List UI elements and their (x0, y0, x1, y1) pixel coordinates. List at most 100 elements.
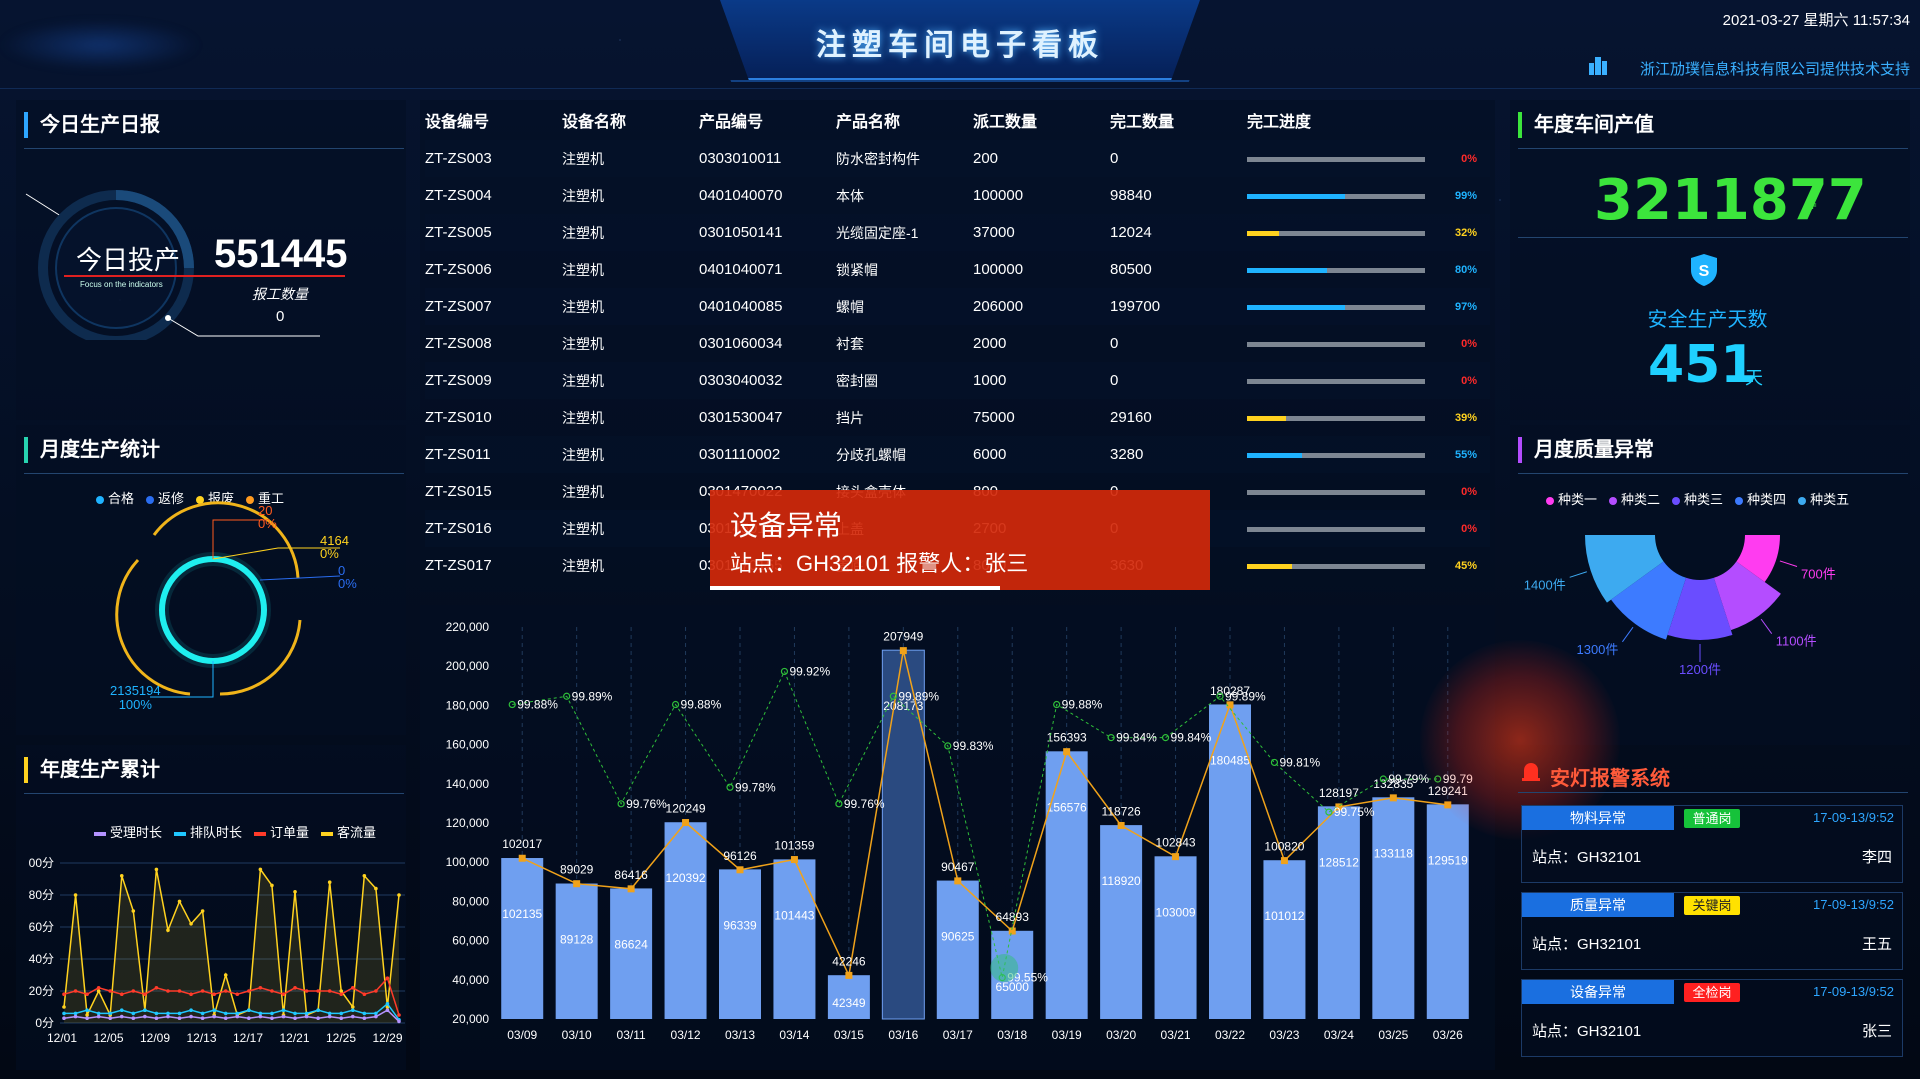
column-header[interactable]: 派工数量 (973, 114, 1038, 131)
queue-time-line-point (327, 1011, 332, 1016)
table-row[interactable]: ZT-ZS004 注塑机 0401040070 本体 100000 98840 99% (425, 177, 1490, 214)
rose-slice[interactable] (1611, 561, 1687, 640)
order-line-point (339, 992, 344, 996)
bar[interactable] (610, 888, 653, 1019)
order-line-point (189, 992, 193, 996)
line-point (1335, 803, 1343, 811)
cell-name: 注塑机 (562, 510, 699, 547)
customer-flow-line-point (177, 899, 182, 904)
legend-item[interactable]: 种类五 (1798, 489, 1849, 508)
bar[interactable] (1045, 751, 1088, 1019)
bar[interactable] (1100, 825, 1143, 1019)
table-row[interactable]: ZT-ZS011 注塑机 0301110002 分歧孔螺帽 6000 3280 55% (425, 436, 1490, 473)
line-value-label: 120249 (666, 802, 706, 816)
bar[interactable] (1372, 797, 1415, 1019)
progress-percent: 99% (1454, 190, 1477, 203)
order-line-point (247, 989, 251, 993)
header-divider (0, 88, 1920, 89)
x-tick-label: 03/22 (1215, 1028, 1245, 1042)
table-row[interactable]: ZT-ZS005 注塑机 0301050141 光缆固定座-1 37000 12024 32… (425, 214, 1490, 251)
legend-item[interactable]: 受理时长 (94, 822, 162, 841)
alarm-light-icon (1522, 763, 1540, 781)
bar-value-label: 120392 (666, 871, 706, 885)
queue-time-line-point (339, 1011, 344, 1016)
legend-item[interactable]: 种类三 (1672, 489, 1723, 508)
bar[interactable] (1317, 806, 1360, 1019)
cell-plan: 75000 (973, 409, 1015, 426)
svg-text:S: S (1699, 263, 1710, 280)
column-header[interactable]: 设备名称 (562, 114, 627, 131)
legend-item[interactable]: 种类二 (1609, 489, 1660, 508)
column-header[interactable]: 完工数量 (1110, 114, 1175, 131)
column-header[interactable]: 设备编号 (425, 114, 490, 131)
queue-time-line-point (270, 1011, 274, 1016)
legend-item[interactable]: 订单量 (254, 822, 309, 841)
bar[interactable] (664, 822, 707, 1019)
bar[interactable] (1154, 856, 1197, 1019)
alarm-card[interactable]: 物料异常 普通岗 17-09-13/9:52 站点：GH32101 李四 (1521, 805, 1903, 883)
legend-item[interactable]: 客流量 (321, 822, 376, 841)
bar[interactable] (501, 858, 544, 1019)
column-header[interactable]: 产品编号 (699, 114, 764, 131)
bar[interactable] (773, 859, 816, 1019)
cell-plan: 100000 (973, 187, 1024, 204)
bar[interactable] (1263, 860, 1306, 1019)
alarm-type: 质量异常 (1522, 893, 1674, 917)
legend-item[interactable]: 合格 (96, 488, 134, 507)
yield-label: 99.89% (572, 689, 613, 703)
monthly-title: 月度生产统计 (24, 437, 406, 463)
table-row[interactable]: ZT-ZS008 注塑机 0301060034 衬套 2000 0 0% (425, 325, 1490, 362)
table-row[interactable]: ZT-ZS010 注塑机 0301530047 挡片 75000 29160 39% (425, 399, 1490, 436)
queue-time-line-point (62, 1011, 66, 1016)
bar[interactable] (827, 975, 870, 1019)
bar[interactable] (719, 869, 761, 1019)
bar[interactable] (555, 883, 598, 1019)
rose-slice[interactable] (1736, 535, 1780, 583)
cell-id: ZT-ZS006 (425, 261, 492, 278)
legend-item[interactable]: 种类一 (1546, 489, 1597, 508)
table-row[interactable]: ZT-ZS003 注塑机 0303010011 防水密封构件 200 0 0% (425, 140, 1490, 177)
y-tick-label: 40分 (29, 952, 54, 966)
alarm-person: 张三 (1861, 1023, 1892, 1040)
rose-slice[interactable] (1667, 577, 1733, 640)
cell-product: 光缆固定座-1 (836, 214, 973, 251)
line-point (954, 877, 962, 885)
monthly-label-c: 0 0% (338, 564, 357, 590)
cell-progress: 99% (1247, 177, 1490, 214)
table-row[interactable]: ZT-ZS007 注塑机 0401040085 螺帽 206000 199700 97% (425, 288, 1490, 325)
alert-popup[interactable]: 设备异常 站点：GH32101 报警人：张三 (710, 490, 1210, 590)
table-row[interactable]: ZT-ZS009 注塑机 0303040032 密封圈 1000 0 0% (425, 362, 1490, 399)
quality-title-line (1518, 473, 1908, 474)
rose-slice[interactable] (1713, 561, 1781, 631)
bar[interactable] (1426, 804, 1469, 1019)
column-header[interactable]: 完工进度 (1247, 114, 1312, 131)
rose-label: 1200件 (1679, 662, 1721, 677)
column-header[interactable]: 产品名称 (836, 114, 901, 131)
y-tick-label: 40,000 (452, 973, 489, 987)
legend-marker (254, 831, 267, 836)
legend-item[interactable]: 重工 (246, 488, 284, 507)
andon-title: 安灯报警系统 (1550, 768, 1670, 790)
line-point (736, 866, 744, 874)
customer-flow-line-point (200, 909, 205, 913)
handle-time-line (63, 1009, 400, 1022)
legend-item[interactable]: 种类四 (1735, 489, 1786, 508)
legend-marker (96, 495, 104, 504)
bar[interactable] (936, 880, 979, 1019)
order-line-point (143, 992, 147, 996)
handle-time-line-point (223, 1016, 228, 1020)
legend-item[interactable]: 返修 (146, 488, 184, 507)
alarm-card[interactable]: 质量异常 关键岗 17-09-13/9:52 站点：GH32101 王五 (1521, 892, 1903, 970)
line-point (790, 856, 798, 864)
alarm-card[interactable]: 设备异常 全检岗 17-09-13/9:52 站点：GH32101 张三 (1521, 979, 1903, 1057)
yield-label: 99.81% (1279, 755, 1320, 769)
rose-slice[interactable] (1585, 535, 1664, 603)
year-output-unit: ¥ (1808, 196, 1817, 213)
table-row[interactable]: ZT-ZS006 注塑机 0401040071 锁紧帽 100000 80500 80% (425, 251, 1490, 288)
line-value-label: 86416 (614, 868, 648, 882)
bar[interactable] (1209, 704, 1251, 1019)
year-output-mid-line (1518, 237, 1908, 238)
legend-item[interactable]: 排队时长 (174, 822, 242, 841)
order-line-point (119, 992, 124, 996)
line-value-label: 89029 (560, 863, 594, 877)
